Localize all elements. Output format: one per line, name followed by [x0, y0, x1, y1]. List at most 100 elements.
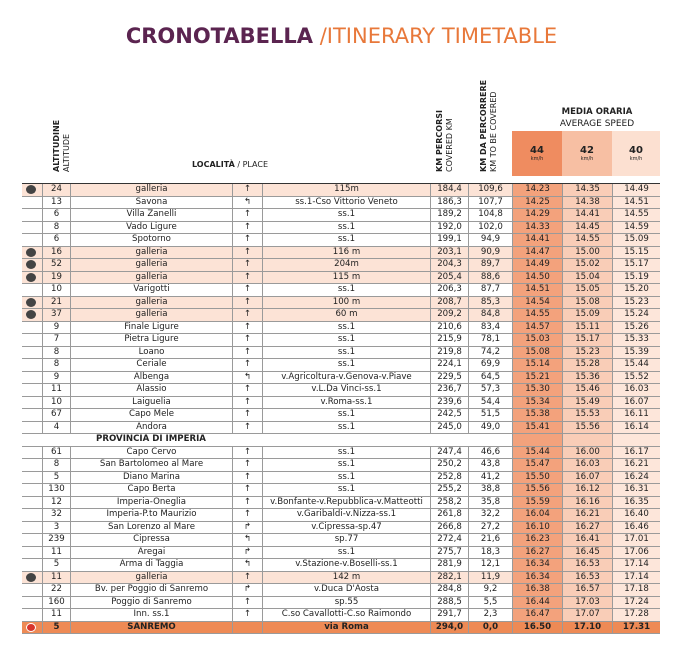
- time-40: 17.14: [612, 559, 660, 571]
- time-40: 15.52: [612, 371, 660, 383]
- table-row: 5 SANREMO via Roma 294,0 0,0 16.50 17.10 17.31: [22, 621, 660, 634]
- time-40: 15.24: [612, 309, 660, 321]
- speed-column-header: 40 km/h: [612, 131, 660, 176]
- direction: ↑: [232, 609, 262, 621]
- direction: ↑: [232, 509, 262, 521]
- place: SANREMO: [70, 621, 232, 633]
- icon-cell: [22, 597, 42, 609]
- km-remaining: 9,2: [468, 584, 512, 596]
- road: 204m: [262, 259, 430, 271]
- direction: ↑: [232, 496, 262, 508]
- altitude: 6: [42, 234, 70, 246]
- time-42: 17.03: [562, 596, 612, 608]
- direction: ↑: [232, 459, 262, 471]
- icon-cell: [22, 609, 42, 621]
- altitude: 9: [42, 321, 70, 333]
- icon-cell: [22, 209, 42, 221]
- km-remaining: 21,6: [468, 534, 512, 546]
- km-covered: 247,4: [430, 446, 468, 458]
- altitude-header: ALTITUDINE ALTITUDE: [52, 100, 72, 172]
- direction: ↱: [232, 546, 262, 558]
- time-44: 14.47: [512, 246, 562, 258]
- km-remaining: 12,1: [468, 559, 512, 571]
- km-remaining: 107,7: [468, 196, 512, 208]
- time-40: 15.15: [612, 246, 660, 258]
- table-row: 10 Laiguelia ↑ v.Roma-ss.1 239,6 54,4 15.34 15.…: [22, 396, 660, 409]
- time-44: 14.23: [512, 184, 562, 196]
- place: Capo Mele: [70, 409, 232, 421]
- road: ss.1: [262, 421, 430, 433]
- km-remaining: 49,0: [468, 421, 512, 433]
- time-42: 15.08: [562, 296, 612, 308]
- place: Aregai: [70, 546, 232, 558]
- direction: ↰: [232, 371, 262, 383]
- time-44: 15.14: [512, 359, 562, 371]
- km-covered: 199,1: [430, 234, 468, 246]
- altitude: 52: [42, 259, 70, 271]
- label: AVERAGE SPEED: [559, 119, 635, 129]
- altitude: 8: [42, 346, 70, 358]
- road: v.Cipressa-sp.47: [262, 521, 430, 533]
- icon-cell: [22, 234, 42, 246]
- km-covered: 242,5: [430, 409, 468, 421]
- place: galleria: [70, 246, 232, 258]
- table-row: 32 Imperia-P.to Maurizio ↑ v.Garibaldi-v.Ni…: [22, 509, 660, 522]
- place: Varigotti: [70, 284, 232, 296]
- time-44: 14.29: [512, 209, 562, 221]
- km-remaining: 41,2: [468, 471, 512, 483]
- km-covered: 210,6: [430, 321, 468, 333]
- place: Spotorno: [70, 234, 232, 246]
- place: San Bartolomeo al Mare: [70, 459, 232, 471]
- km-covered: 206,3: [430, 284, 468, 296]
- km-covered: 250,2: [430, 459, 468, 471]
- place: Imperia-Oneglia: [70, 496, 232, 508]
- km-remaining: 84,8: [468, 309, 512, 321]
- empty-cell: [512, 434, 562, 446]
- table-row: 22 Bv. per Poggio di Sanremo ↱ v.Duca D'Aos…: [22, 584, 660, 597]
- icon-cell: [22, 559, 42, 571]
- time-44: 15.56: [512, 484, 562, 496]
- time-42: 16.21: [562, 509, 612, 521]
- km-covered: 284,8: [430, 584, 468, 596]
- icon-cell: [22, 359, 42, 371]
- table-row: 11 Aregai ↱ ss.1 275,7 18,3 16.27 16.45 17.06: [22, 546, 660, 559]
- km-covered: 208,7: [430, 296, 468, 308]
- road: ss.1: [262, 359, 430, 371]
- time-42: 17.10: [562, 621, 612, 633]
- time-40: 16.31: [612, 484, 660, 496]
- place: Pietra Ligure: [70, 334, 232, 346]
- altitude: 11: [42, 571, 70, 583]
- place: Albenga: [70, 371, 232, 383]
- altitude: 6: [42, 209, 70, 221]
- km-remaining-header: KM DA PERCORRERE KM TO BE COVERED: [479, 70, 499, 172]
- time-42: 16.53: [562, 559, 612, 571]
- icon-cell: [22, 222, 42, 234]
- km-covered: 258,2: [430, 496, 468, 508]
- road: ss.1: [262, 209, 430, 221]
- time-42: 15.11: [562, 321, 612, 333]
- km-covered: 219,8: [430, 346, 468, 358]
- km-remaining: 69,9: [468, 359, 512, 371]
- road: v.Agricoltura-v.Genova-v.Piave: [262, 371, 430, 383]
- time-42: 16.03: [562, 459, 612, 471]
- altitude: 8: [42, 459, 70, 471]
- time-44: 15.38: [512, 409, 562, 421]
- table-row: 239 Cipressa ↰ sp.77 272,4 21,6 16.23 16.41 17.0…: [22, 534, 660, 547]
- label: KM PERCORSI: [435, 109, 444, 172]
- km-covered: 192,0: [430, 221, 468, 233]
- road: ss.1: [262, 484, 430, 496]
- time-42: 16.16: [562, 496, 612, 508]
- time-44: 16.44: [512, 596, 562, 608]
- direction: ↑: [232, 296, 262, 308]
- time-44: 16.04: [512, 509, 562, 521]
- time-40: 15.19: [612, 271, 660, 283]
- table-row: 8 Ceriale ↑ ss.1 224,1 69,9 15.14 15.28 15.44: [22, 359, 660, 372]
- direction: ↑: [232, 221, 262, 233]
- time-40: 16.07: [612, 396, 660, 408]
- km-remaining: 87,7: [468, 284, 512, 296]
- km-covered: 275,7: [430, 546, 468, 558]
- speed-column-header: 42 km/h: [562, 131, 612, 176]
- place: Alassio: [70, 384, 232, 396]
- altitude: 8: [42, 221, 70, 233]
- tunnel-icon: [26, 272, 36, 282]
